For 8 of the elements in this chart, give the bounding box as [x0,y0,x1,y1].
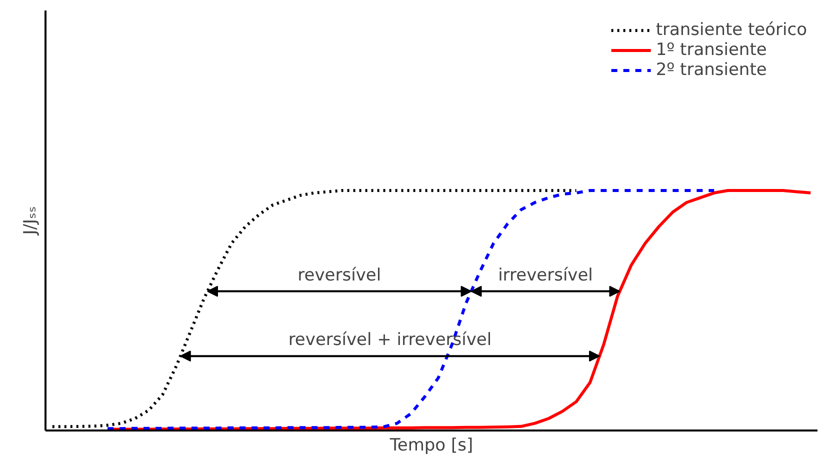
legend-label: transiente teórico [656,20,807,40]
y-axis-title: J/Jₛₛ [20,206,40,236]
annotation: irreversível [498,265,593,286]
annotation: reversível [298,265,382,286]
annotation: reversível + irreversível [288,330,492,350]
legend-label: 2º transiente [656,60,767,80]
x-axis-title: Tempo [s] [388,436,474,456]
legend-label: 1º transiente [656,40,767,60]
